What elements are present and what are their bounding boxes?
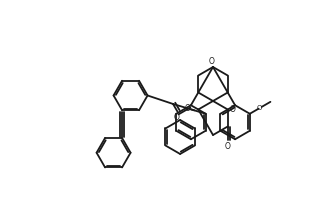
Text: O: O — [185, 104, 191, 113]
Text: O: O — [230, 104, 236, 113]
Text: O: O — [173, 113, 179, 122]
Text: O: O — [225, 142, 231, 151]
Text: O: O — [257, 105, 262, 111]
Text: O: O — [209, 57, 215, 66]
